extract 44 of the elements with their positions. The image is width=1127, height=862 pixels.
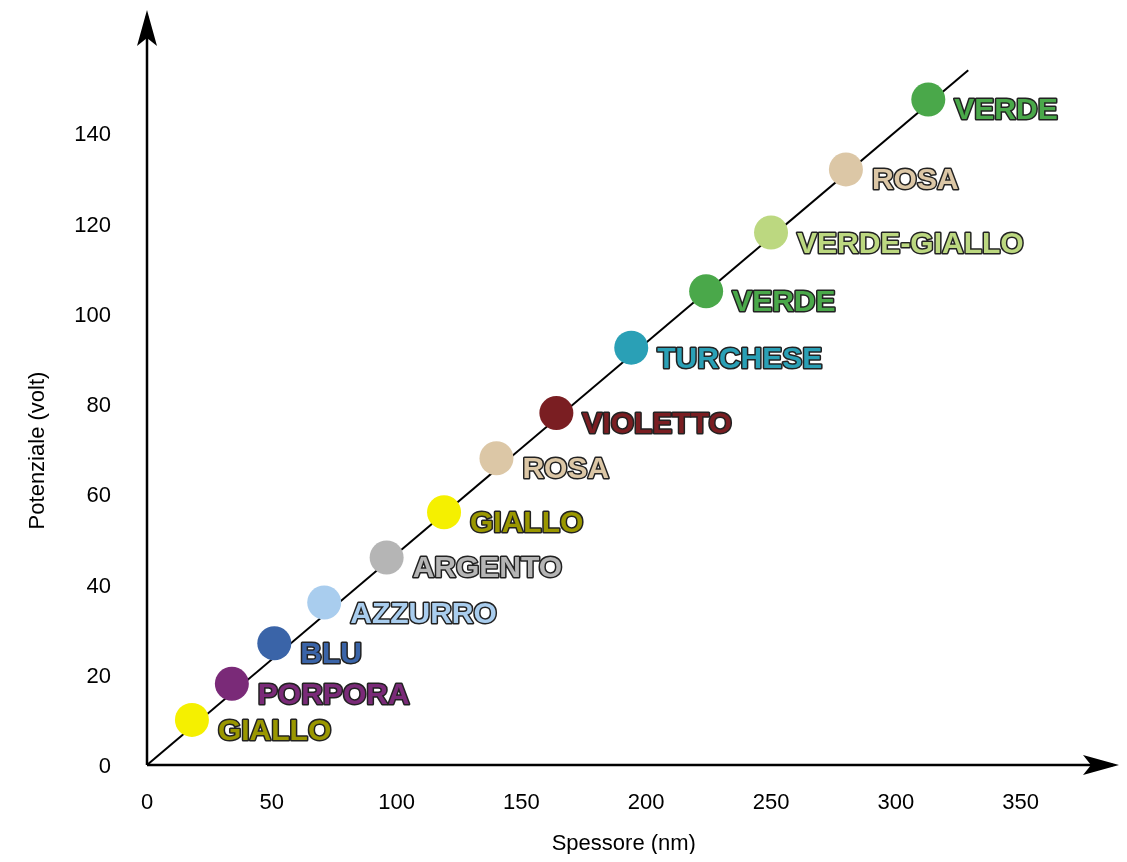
x-axis-title: Spessore (nm)	[551, 830, 696, 855]
x-tick-label: 0	[140, 789, 154, 814]
y-tick-label: 140	[74, 121, 111, 147]
y-tick-label: 80	[86, 392, 111, 418]
point	[369, 540, 404, 575]
y-tick-label: 40	[86, 572, 111, 598]
annotation: AZZURRO	[350, 595, 497, 629]
y-tick-label: 60	[86, 482, 111, 508]
annotation: VERDE-GIALLO	[797, 225, 1024, 259]
annotation: VERDE	[732, 284, 836, 318]
x-tick-label: 200	[627, 789, 665, 814]
annotation: BLU	[300, 636, 362, 670]
y-axis-title: Potenziale (volt)	[24, 371, 49, 530]
annotation: VERDE	[954, 92, 1058, 126]
annotation: ARGENTO	[412, 550, 563, 584]
point	[214, 666, 249, 701]
annotation: TURCHESE	[657, 340, 823, 374]
y-tick-label: 100	[74, 301, 111, 327]
y-tick-label: 20	[86, 662, 111, 688]
point	[911, 82, 946, 117]
x-tick-label: 300	[877, 789, 915, 814]
point	[539, 396, 574, 431]
point	[754, 215, 789, 250]
annotation: PORPORA	[257, 676, 410, 710]
point	[307, 585, 342, 620]
annotation: GIALLO	[470, 505, 584, 539]
point	[614, 330, 649, 365]
point	[427, 495, 462, 530]
annotation: ROSA	[522, 451, 610, 485]
point	[257, 626, 292, 661]
annotation: VIOLETTO	[582, 406, 732, 440]
point	[689, 274, 724, 309]
x-tick-label: 100	[378, 789, 415, 814]
x-tick-label: 50	[259, 789, 285, 814]
x-tick-label: 350	[1002, 789, 1039, 814]
x-tick-label: 150	[503, 789, 540, 814]
y-tick-label: 120	[74, 211, 111, 237]
annotation: ROSA	[871, 162, 959, 196]
point	[828, 152, 863, 187]
y-tick-label: 0	[98, 753, 111, 778]
point	[479, 441, 514, 476]
point	[174, 702, 209, 737]
x-tick-label: 250	[752, 789, 790, 814]
annotation: GIALLO	[217, 712, 332, 746]
